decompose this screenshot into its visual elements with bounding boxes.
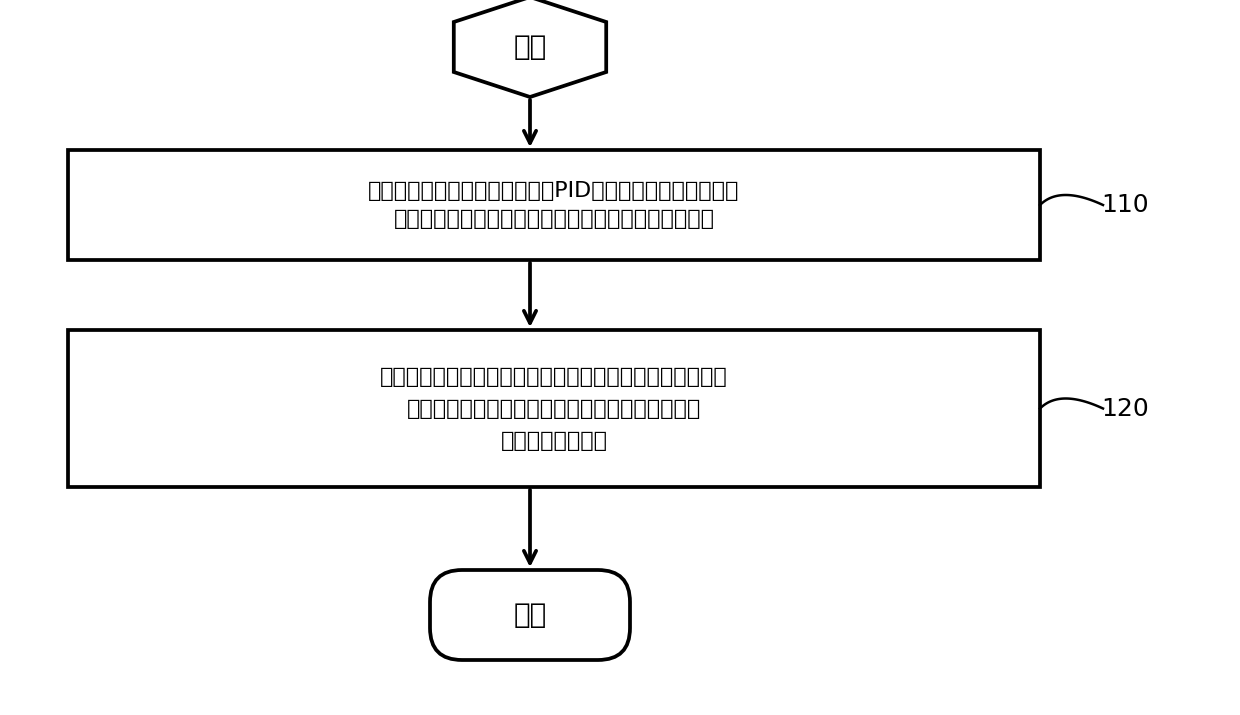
FancyBboxPatch shape [430,570,630,660]
Text: 凝结水送入除氧器: 凝结水送入除氧器 [501,430,608,450]
Text: 开始: 开始 [513,33,547,61]
Text: 120: 120 [1101,397,1149,420]
Bar [68,150,1040,260]
Polygon shape [454,0,606,97]
Text: 采集除氧器的除氧器水位信号，PID控制器根据除氧器水位信: 采集除氧器的除氧器水位信号，PID控制器根据除氧器水位信 [368,181,740,201]
Text: 110: 110 [1101,193,1148,217]
Text: 结束: 结束 [513,601,547,629]
Text: 号输出变频器指令，并将变频器指令输出至凝泵变频器: 号输出变频器指令，并将变频器指令输出至凝泵变频器 [393,209,714,229]
Text: 至电动机，电动机依据频率转动以控制凝结水泵将: 至电动机，电动机依据频率转动以控制凝结水泵将 [407,398,701,418]
Bar [68,330,1040,487]
Text: 凝泵变频器根据变频器指令输出相应的频率，并将频率输出: 凝泵变频器根据变频器指令输出相应的频率，并将频率输出 [381,367,728,387]
